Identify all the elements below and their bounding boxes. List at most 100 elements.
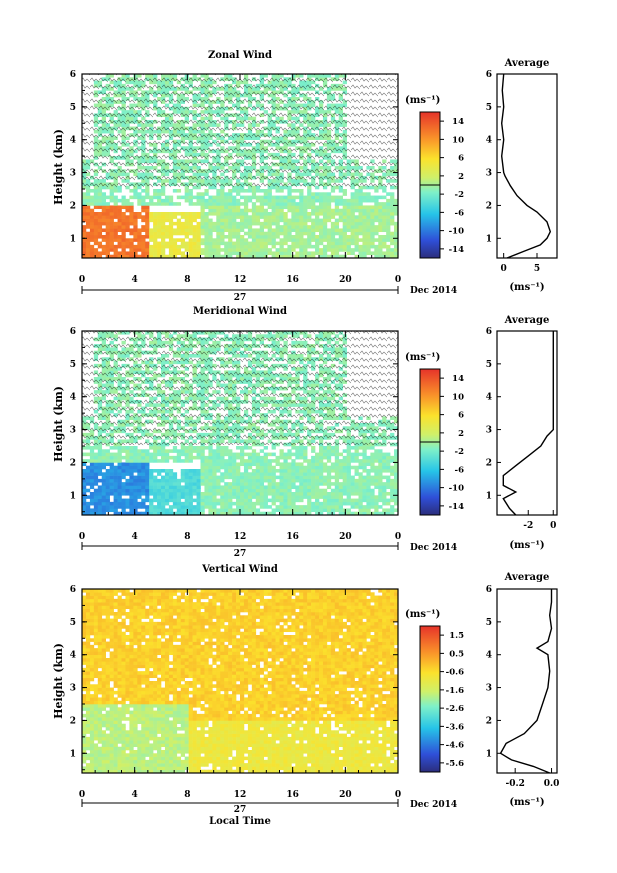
heatmap-cell [338,215,343,219]
heatmap-cell [240,482,245,486]
heatmap-cell [374,189,379,193]
heatmap-cell [200,205,205,210]
heatmap-cell [113,482,118,486]
heatmap-cell [330,235,336,239]
heatmap-cell [145,505,150,509]
heatmap-cell [263,446,268,450]
heatmap-cell [208,511,213,516]
heatmap-cell [279,254,284,259]
heatmap-cell [322,198,328,203]
heatmap-cell [149,251,154,256]
heatmap-cell [255,475,261,480]
heatmap-cell [157,248,162,252]
heatmap-cell [188,495,193,499]
heatmap-cell [358,231,363,236]
heatmap-cell [168,215,174,219]
heatmap-cell [279,478,284,483]
heatmap-cell [228,462,233,467]
heatmap-cell [125,208,130,213]
heatmap-cell [228,225,233,229]
heatmap-cell [129,475,134,480]
heatmap-cell [220,189,225,193]
heatmap-cell [93,488,99,493]
heatmap-cell [311,218,316,223]
heatmap-cell [105,449,110,453]
heatmap-cell [279,501,284,506]
heatmap-cell [382,244,387,249]
heatmap-cell [271,251,276,256]
heatmap-cell [378,244,383,249]
heatmap-cell [157,218,162,223]
heatmap-cell [279,212,284,216]
heatmap-cell [129,498,134,503]
heatmap-cell [275,228,280,233]
heatmap-cell [105,221,110,226]
heatmap-cell [220,231,225,236]
heatmap-cell [137,198,142,203]
heatmap-cell [212,505,217,509]
heatmap-cell [105,469,110,473]
heatmap-cell [224,254,229,259]
heatmap-cell [133,235,138,239]
heatmap-cell [350,228,355,233]
heatmap-cell [117,501,122,506]
heatmap-cell [362,221,367,226]
heatmap-cell [113,492,118,496]
heatmap-cell [109,501,114,506]
heatmap-cell [232,508,237,513]
heatmap-cell [204,212,209,216]
heatmap-cell [188,449,193,453]
heatmap-cell [117,189,122,193]
heatmap-cell [105,452,110,457]
heatmap-cell [358,202,363,206]
heatmap-cell [283,248,288,252]
heatmap-cell [283,501,288,506]
heatmap-cell [350,215,355,219]
heatmap-cell [200,465,205,470]
heatmap-cell [208,459,213,463]
heatmap-cell [247,231,253,236]
heatmap-cell [311,235,316,239]
heatmap-cell [243,215,249,219]
heatmap-cell [311,192,316,196]
heatmap-cell [291,221,296,226]
heatmap-cell [164,455,170,460]
heatmap-cell [319,218,324,223]
heatmap-cell [149,198,154,203]
heatmap-cell [113,198,118,203]
heatmap-cell [362,231,367,236]
heatmap-cell [125,221,130,226]
heatmap-cell [287,254,292,259]
heatmap-cell [236,455,241,460]
heatmap-cell [303,198,308,203]
heatmap-cell [129,189,134,193]
heatmap-cell [299,244,304,249]
heatmap-cell [271,446,276,450]
heatmap-cell [362,218,367,223]
heatmap-cell [382,235,387,239]
heatmap-cell [109,248,114,252]
heatmap-cell [109,228,114,233]
heatmap-cell [319,241,324,246]
heatmap-cell [271,241,276,246]
heatmap-cell [326,198,332,203]
heatmap-cell [228,202,233,206]
heatmap-cell [153,225,158,229]
heatmap-cell [236,482,241,486]
heatmap-cell [346,212,351,216]
heatmap-cell [232,221,237,226]
heatmap-cell [366,208,371,213]
heatmap-cell [267,228,272,233]
heatmap-cell [311,244,316,249]
heatmap-cell [200,218,205,223]
heatmap-cell [228,215,233,219]
heatmap-cell [184,248,189,252]
heatmap-cell [251,449,257,453]
heatmap-cell [141,469,146,473]
heatmap-cell [390,212,395,216]
heatmap-cell [101,238,106,242]
heatmap-cell [358,205,363,210]
heatmap-cell [145,511,150,516]
heatmap-cell [204,215,209,219]
heatmap-cell [145,488,150,493]
